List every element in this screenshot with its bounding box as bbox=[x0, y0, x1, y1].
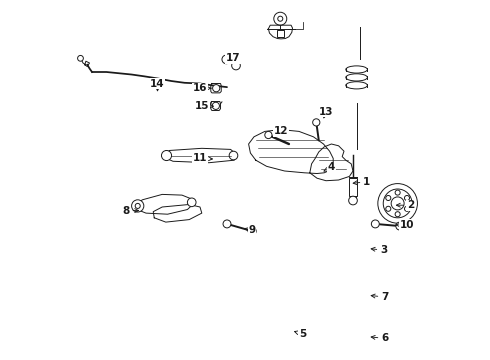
Polygon shape bbox=[269, 25, 293, 39]
Circle shape bbox=[222, 55, 231, 64]
Circle shape bbox=[395, 190, 400, 195]
Circle shape bbox=[395, 212, 400, 217]
Bar bbox=[349, 178, 357, 196]
Circle shape bbox=[135, 203, 140, 208]
Text: 13: 13 bbox=[319, 107, 333, 118]
Polygon shape bbox=[248, 130, 333, 174]
Ellipse shape bbox=[346, 82, 368, 89]
Bar bbox=[393, 187, 402, 220]
Circle shape bbox=[383, 189, 412, 218]
Circle shape bbox=[162, 150, 172, 161]
Text: 11: 11 bbox=[193, 153, 213, 163]
Circle shape bbox=[187, 198, 196, 207]
Circle shape bbox=[378, 184, 417, 223]
Circle shape bbox=[396, 222, 404, 230]
Circle shape bbox=[404, 195, 410, 201]
Text: 12: 12 bbox=[274, 126, 288, 136]
Polygon shape bbox=[310, 144, 353, 181]
Text: 17: 17 bbox=[226, 53, 241, 63]
Text: 7: 7 bbox=[371, 292, 389, 302]
Circle shape bbox=[386, 206, 391, 211]
Text: 5: 5 bbox=[294, 329, 306, 339]
Circle shape bbox=[278, 16, 283, 21]
Ellipse shape bbox=[346, 66, 368, 73]
Bar bbox=[277, 30, 284, 37]
Circle shape bbox=[223, 220, 231, 228]
Circle shape bbox=[77, 55, 83, 61]
Text: 14: 14 bbox=[150, 78, 165, 91]
Text: 4: 4 bbox=[324, 162, 335, 172]
Circle shape bbox=[248, 227, 256, 235]
Ellipse shape bbox=[346, 74, 368, 81]
Text: 8: 8 bbox=[122, 206, 139, 216]
Text: 9: 9 bbox=[245, 225, 256, 235]
Polygon shape bbox=[162, 148, 236, 163]
Text: 1: 1 bbox=[353, 177, 370, 187]
Polygon shape bbox=[211, 102, 220, 111]
Circle shape bbox=[232, 61, 240, 70]
Circle shape bbox=[371, 220, 379, 228]
Circle shape bbox=[212, 102, 220, 109]
Circle shape bbox=[229, 151, 238, 160]
Text: 3: 3 bbox=[371, 245, 387, 255]
Circle shape bbox=[132, 200, 144, 212]
Text: 6: 6 bbox=[371, 333, 388, 343]
Text: 2: 2 bbox=[396, 200, 414, 210]
Polygon shape bbox=[211, 84, 221, 93]
Polygon shape bbox=[135, 194, 193, 214]
Circle shape bbox=[386, 195, 391, 201]
Circle shape bbox=[274, 12, 287, 25]
Polygon shape bbox=[85, 61, 90, 67]
Text: 10: 10 bbox=[396, 220, 414, 230]
Text: 16: 16 bbox=[193, 83, 211, 93]
Text: 15: 15 bbox=[195, 101, 213, 111]
Circle shape bbox=[313, 119, 320, 126]
Circle shape bbox=[404, 206, 410, 211]
Circle shape bbox=[265, 131, 272, 139]
Circle shape bbox=[391, 197, 404, 210]
Polygon shape bbox=[153, 204, 202, 222]
Circle shape bbox=[349, 196, 357, 205]
Circle shape bbox=[213, 85, 220, 92]
